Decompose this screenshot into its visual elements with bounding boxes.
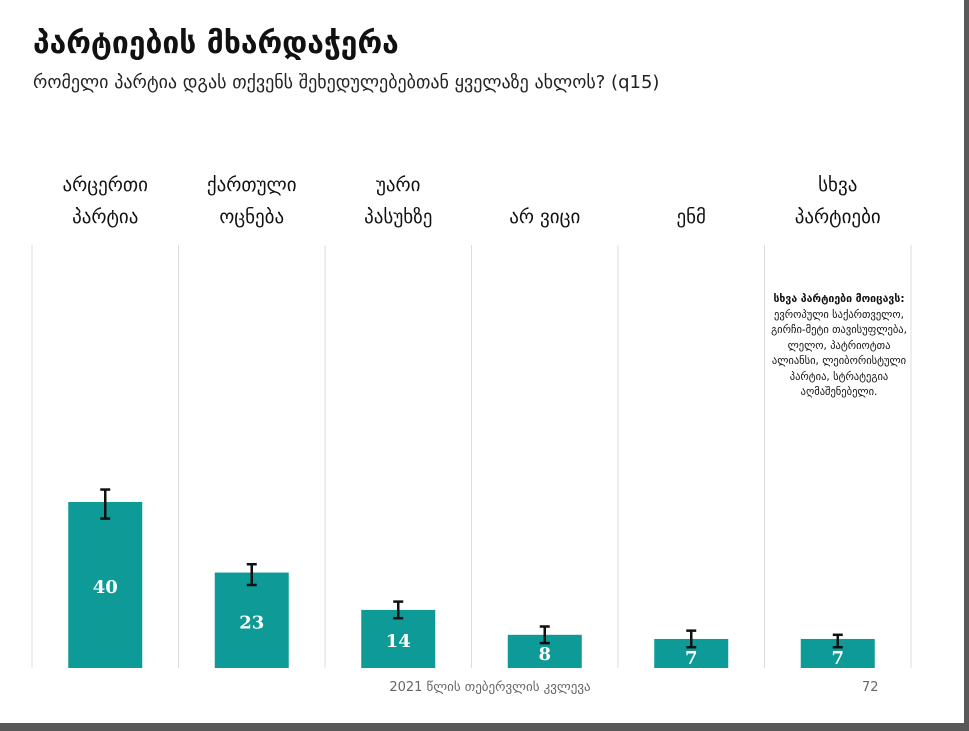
data-label-0: 40 — [93, 577, 118, 598]
bar-0 — [68, 502, 143, 668]
chart-subtitle: რომელი პარტია დგას თქვენს შეხედულებებთან… — [33, 72, 660, 93]
chart-title: პარტიების მხარდაჭერა — [33, 26, 399, 61]
page-number: 72 — [862, 680, 879, 695]
category-label-2: უარი — [376, 174, 421, 196]
bar-1 — [214, 572, 289, 668]
footer-source: 2021 წლის თებერვლის კვლევა — [389, 680, 591, 695]
note-body: ევროპული საქართველო, გირჩი-მეტი თავისუფლ… — [771, 308, 907, 399]
category-label-1: ოცნება — [219, 206, 284, 228]
category-label-5: პარტიები — [795, 206, 881, 228]
category-label-0: არცერთი — [63, 174, 148, 196]
bar-2 — [361, 609, 436, 668]
category-label-2: პასუხზე — [364, 206, 432, 228]
data-label-2: 14 — [386, 631, 411, 652]
data-label-4: 7 — [685, 648, 698, 669]
data-label-3: 8 — [538, 644, 551, 665]
category-label-1: ქართული — [207, 174, 297, 196]
note-title: სხვა პარტიები მოიცავს: — [773, 293, 905, 305]
category-label-0: პარტია — [72, 206, 138, 228]
data-label-1: 23 — [239, 612, 264, 633]
category-label-4: ენმ — [676, 206, 706, 228]
category-label-3: არ ვიცი — [509, 206, 580, 228]
category-label-5: სხვა — [818, 174, 857, 196]
other-parties-note: სხვა პარტიები მოიცავს: ევროპული საქართვე… — [764, 292, 914, 401]
data-label-5: 7 — [831, 648, 844, 669]
